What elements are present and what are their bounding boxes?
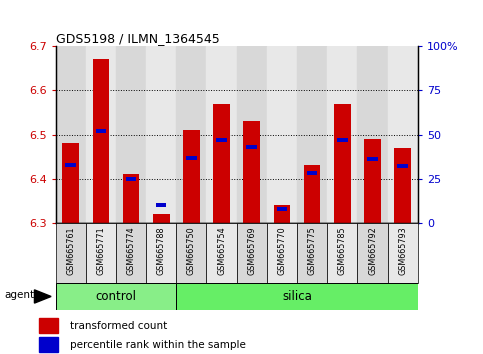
Bar: [274, 205, 290, 223]
Text: GSM665793: GSM665793: [398, 226, 407, 275]
Bar: [93, 59, 109, 223]
Text: GSM665771: GSM665771: [96, 226, 105, 275]
Bar: [186, 155, 197, 160]
Text: GSM665770: GSM665770: [277, 226, 286, 275]
Bar: [207, 46, 237, 223]
Text: transformed count: transformed count: [70, 320, 167, 331]
Bar: [65, 162, 76, 167]
Bar: [39, 318, 58, 333]
Bar: [153, 214, 170, 223]
Bar: [327, 46, 357, 223]
Text: control: control: [96, 290, 136, 303]
Bar: [116, 223, 146, 283]
Bar: [86, 223, 116, 283]
Bar: [246, 145, 257, 149]
Bar: [176, 283, 418, 310]
Bar: [334, 103, 351, 223]
Bar: [146, 223, 176, 283]
Bar: [357, 46, 388, 223]
Bar: [213, 103, 230, 223]
Bar: [398, 164, 408, 169]
Bar: [388, 223, 418, 283]
Bar: [267, 223, 297, 283]
Text: GSM665785: GSM665785: [338, 226, 347, 275]
Text: GSM665792: GSM665792: [368, 226, 377, 275]
Bar: [388, 46, 418, 223]
Bar: [116, 46, 146, 223]
Bar: [39, 337, 58, 352]
Bar: [304, 166, 320, 223]
Bar: [176, 223, 207, 283]
Bar: [56, 283, 176, 310]
Bar: [297, 46, 327, 223]
Text: GSM665761: GSM665761: [66, 226, 75, 275]
Bar: [126, 177, 136, 181]
Bar: [395, 148, 411, 223]
Bar: [62, 143, 79, 223]
Text: silica: silica: [282, 290, 312, 303]
Bar: [183, 130, 199, 223]
Text: GSM665754: GSM665754: [217, 226, 226, 275]
Bar: [337, 138, 348, 142]
Bar: [176, 46, 207, 223]
Text: GDS5198 / ILMN_1364545: GDS5198 / ILMN_1364545: [56, 32, 219, 45]
Bar: [327, 223, 357, 283]
Bar: [307, 171, 317, 176]
Bar: [267, 46, 297, 223]
Text: GSM665775: GSM665775: [308, 226, 317, 275]
Bar: [123, 174, 139, 223]
Bar: [237, 46, 267, 223]
Bar: [56, 46, 86, 223]
Bar: [297, 223, 327, 283]
Bar: [216, 138, 227, 142]
Text: GSM665750: GSM665750: [187, 226, 196, 275]
Text: GSM665774: GSM665774: [127, 226, 136, 275]
Bar: [277, 207, 287, 211]
Bar: [156, 203, 167, 207]
Bar: [96, 129, 106, 133]
Polygon shape: [34, 290, 51, 303]
Bar: [56, 223, 86, 283]
Text: GSM665788: GSM665788: [156, 226, 166, 275]
Bar: [146, 46, 176, 223]
Text: percentile rank within the sample: percentile rank within the sample: [70, 339, 246, 350]
Bar: [86, 46, 116, 223]
Text: GSM665769: GSM665769: [247, 226, 256, 275]
Text: agent: agent: [4, 290, 35, 300]
Bar: [357, 223, 388, 283]
Bar: [237, 223, 267, 283]
Bar: [364, 139, 381, 223]
Bar: [243, 121, 260, 223]
Bar: [367, 157, 378, 161]
Bar: [207, 223, 237, 283]
